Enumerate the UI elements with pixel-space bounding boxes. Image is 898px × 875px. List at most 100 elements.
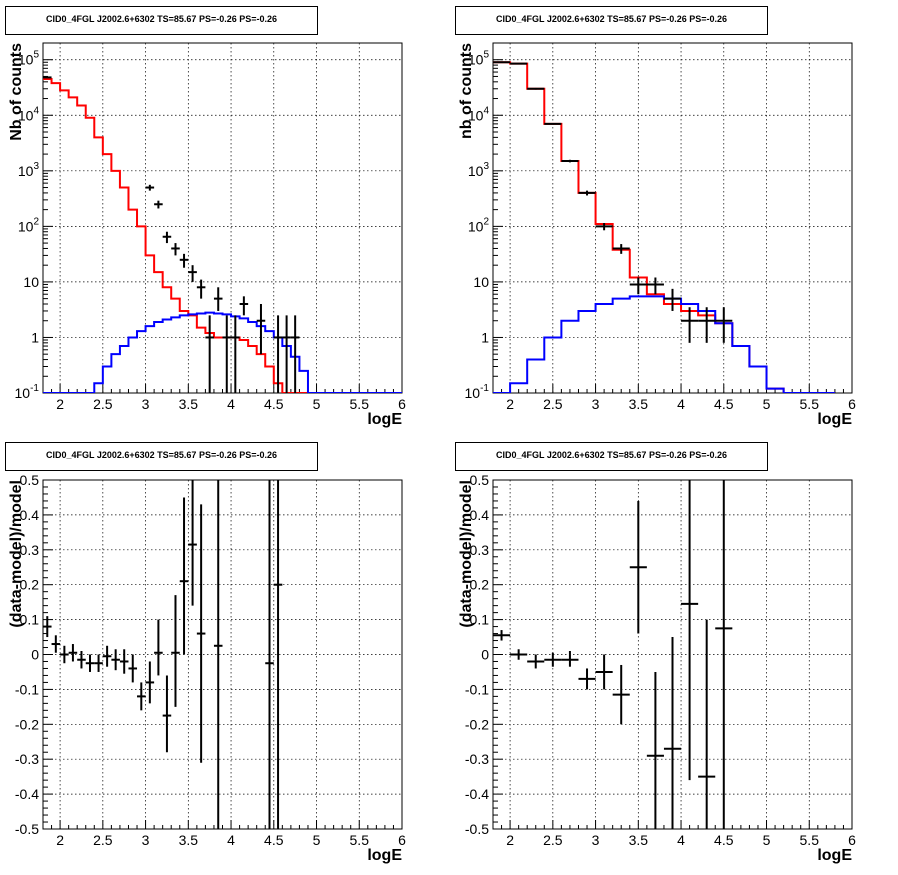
data-point [578,668,596,690]
y-tick-label: 0.4 [20,507,40,523]
data-point [43,616,52,638]
x-tick-label: 6 [398,832,406,848]
x-tick-label: 3 [592,832,600,848]
histogram-series-1 [493,295,835,393]
histogram-series-1 [43,311,402,393]
data-point [213,480,223,829]
data-point [510,649,528,660]
y-tick-label: -0.5 [15,821,39,837]
data-point [128,654,138,683]
x-tick-label: 5 [313,396,321,412]
data-point [196,504,206,763]
x-tick-label: 2 [56,832,64,848]
histogram-series-0 [43,77,402,393]
y-tick-exponent: 4 [33,105,39,116]
plot-area [493,61,835,393]
data-point [273,315,283,393]
y-axis-label: Nb of counts [8,43,25,141]
data-point [205,315,214,393]
data-point [265,480,274,829]
data-point [213,287,223,311]
panel-title-bottom-right: CID0_4FGL J2002.6+6302 TS=85.67 PS=-0.26… [455,442,768,471]
data-point [646,671,664,829]
y-tick-label: 0.1 [470,612,490,628]
y-tick-exponent: 2 [483,216,489,227]
y-tick-label: 102 [18,216,40,234]
data-point [663,288,682,311]
x-tick-label: 2 [56,396,64,412]
data-point [578,190,596,196]
y-tick-label: 0.4 [470,507,490,523]
x-tick-label: 4 [677,832,685,848]
y-tick-label: 10-1 [15,383,40,401]
x-tick-label: 3.5 [629,832,649,848]
data-point [222,315,232,393]
x-tick-label: 2 [506,832,514,848]
y-tick-label: -0.4 [465,786,489,802]
data-point [256,304,266,355]
y-tick-label: 102 [468,216,490,234]
data-point [663,637,682,829]
chart-panel-3: 2 2.5 3 3.5 4 4.5 5 5.5 6 -0.5 -0.4 -0.3 -0.2 -0.1 0 0.… [458,472,856,864]
y-tick-label: 0.5 [20,472,40,488]
y-tick-label: 103 [468,161,490,179]
data-point [273,480,283,829]
y-tick-exponent: 2 [33,216,39,227]
plot-frame [42,42,403,394]
data-point [612,244,630,254]
data-point [646,277,664,295]
data-point [698,307,716,343]
data-point [188,480,197,606]
data-point [162,231,172,244]
y-tick-label: -0.2 [15,716,39,732]
x-axis-label: logE [367,847,402,864]
y-tick-label: -0.5 [465,821,489,837]
chart-panel-0: 2 2.5 3 3.5 4 4.5 5 5.5 610-1110102103104105logE… [8,42,406,428]
y-tick-label: -0.4 [15,786,39,802]
y-tick-label: 0 [481,647,489,663]
x-axis-label: logE [367,411,402,428]
y-tick-label: 1 [481,329,489,345]
x-tick-label: 2.5 [93,396,113,412]
data-point [111,649,120,671]
data-point [162,675,172,753]
data-point [179,253,189,268]
data-point [171,595,180,707]
data-point [77,651,86,669]
x-tick-label: 4.5 [714,832,734,848]
x-tick-label: 2.5 [93,832,113,848]
y-tick-exponent: -1 [480,383,489,394]
plot-area [493,480,733,829]
x-tick-label: 4 [227,832,235,848]
x-tick-label: 3.5 [629,396,649,412]
data-point [681,307,699,343]
x-tick-label: 5.5 [350,832,370,848]
data-point [43,76,52,79]
x-tick-label: 5.5 [800,396,820,412]
data-point [561,159,579,163]
panel-title-top-left: CID0_4FGL J2002.6+6302 TS=85.67 PS=-0.26… [5,6,318,35]
x-tick-label: 2.5 [543,396,563,412]
x-tick-label: 2 [506,396,514,412]
x-tick-label: 4 [227,396,235,412]
data-point [282,315,291,393]
data-point [493,61,511,64]
y-tick-label: -0.2 [465,716,489,732]
plot-area [43,480,283,829]
y-axis-label: (data-model)/model [8,480,25,628]
y-tick-label: -0.1 [465,681,489,697]
data-point [145,661,155,704]
data-point [119,649,129,674]
data-point [196,279,206,299]
data-point [94,654,103,672]
y-tick-label: 0.2 [470,577,490,593]
x-axis-label: logE [817,411,852,428]
y-tick-exponent: 4 [483,105,489,116]
chart-panel-2: 2 2.5 3 3.5 4 4.5 5 5.5 6 -0.5 -0.4 -0.3 -0.2 -0.1 0 0.… [8,472,406,864]
x-axis-label: logE [817,847,852,864]
y-tick-label: 0.1 [20,612,40,628]
data-point [231,315,240,393]
y-tick-label: -0.1 [15,681,39,697]
x-tick-label: 5.5 [800,832,820,848]
